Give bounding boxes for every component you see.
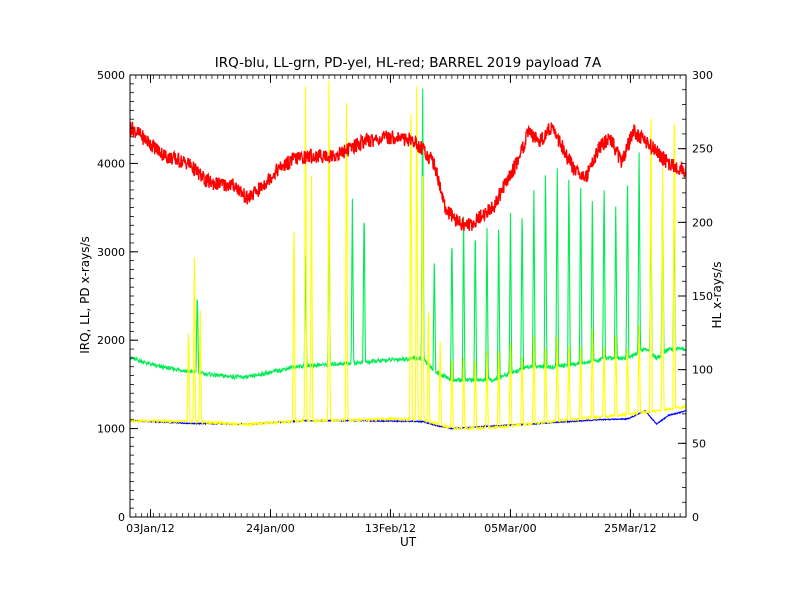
y-right-tick-label: 50 <box>692 437 706 450</box>
y-right-tick-label: 200 <box>692 216 713 229</box>
x-tick-label: 25Mar/12 <box>604 522 656 535</box>
y-right-tick-label: 300 <box>692 69 713 82</box>
series-group <box>130 80 686 431</box>
series-hl-line <box>130 121 686 231</box>
y-left-tick-label: 1000 <box>97 423 125 436</box>
chart-title: IRQ-blu, LL-grn, PD-yel, HL-red; BARREL … <box>215 55 602 71</box>
x-tick-label: 05Mar/00 <box>484 522 536 535</box>
y-left-tick-label: 0 <box>118 511 125 524</box>
y-right-tick-label: 250 <box>692 143 713 156</box>
x-axis-label: UT <box>400 535 417 549</box>
axes-layer: 0 1000 2000 3000 4000 5000 0 50 100 150 200 250 300 0… <box>97 69 713 535</box>
x-tick-label: 03Jan/12 <box>126 522 175 535</box>
x-tick-label: 13Feb/12 <box>365 522 416 535</box>
y-axis-label-left: IRQ, LL, PD x-rays/s <box>78 236 92 354</box>
series-ll-line <box>130 88 686 384</box>
y-left-tick-label: 3000 <box>97 246 125 259</box>
y-right-tick-label: 150 <box>692 290 713 303</box>
y-right-tick-label: 100 <box>692 364 713 377</box>
y-right-tick-label: 0 <box>692 511 699 524</box>
series-layer <box>130 80 686 431</box>
y-left-tick-label: 5000 <box>97 69 125 82</box>
series-pd-line <box>130 80 686 431</box>
x-tick-label: 24Jan/00 <box>246 522 295 535</box>
y-left-tick-label: 2000 <box>97 334 125 347</box>
y-left-tick-label: 4000 <box>97 157 125 170</box>
y-axis-label-right: HL x-rays/s <box>710 262 724 329</box>
